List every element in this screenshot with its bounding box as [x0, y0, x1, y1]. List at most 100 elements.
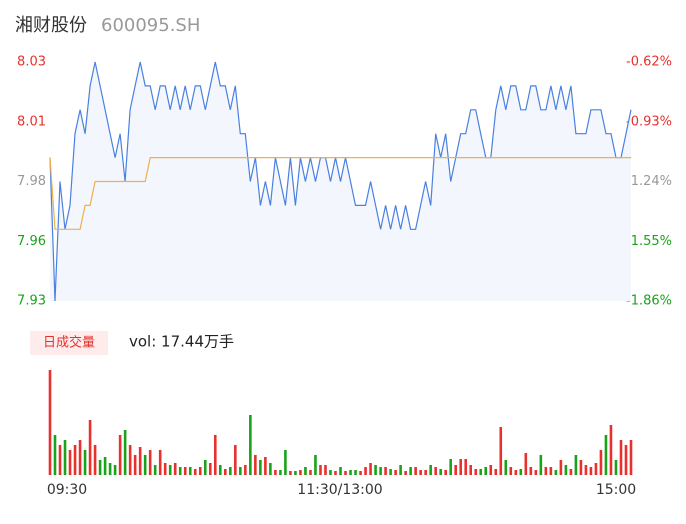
volume-bar [239, 467, 242, 475]
volume-bar [384, 467, 387, 475]
volume-bar [619, 440, 623, 475]
volume-bar [549, 467, 553, 475]
volume-bar [419, 470, 422, 475]
volume-bar [474, 469, 478, 475]
volume-bar [138, 447, 142, 475]
volume-bar [53, 435, 57, 475]
volume-bar [48, 370, 52, 475]
volume-bar [128, 445, 132, 475]
volume-bar [434, 467, 437, 475]
volume-bar [504, 460, 508, 475]
volume-bar [299, 470, 302, 475]
volume-bar [58, 445, 62, 475]
volume-bar [98, 460, 102, 475]
volume-bar [304, 467, 307, 475]
volume-bar [484, 467, 488, 475]
volume-bar [244, 465, 247, 475]
volume-bar [198, 467, 202, 475]
volume-bar [123, 430, 127, 475]
volume-bar [103, 457, 107, 475]
volume-bar [564, 465, 568, 475]
y2-tick-label: -0.62% [626, 55, 672, 70]
volume-bar [509, 467, 513, 475]
volume-bar [254, 455, 257, 475]
volume-bar [584, 465, 588, 475]
volume-bar [68, 450, 72, 475]
volume-bar [168, 465, 172, 475]
volume-bar [459, 459, 463, 475]
volume-bar [93, 445, 97, 475]
volume-bar [163, 463, 167, 475]
volume-bar [73, 445, 77, 475]
volume-bar [589, 467, 593, 475]
volume-bar [218, 465, 222, 475]
volume-bar [469, 465, 473, 475]
volume-bar [614, 460, 618, 475]
volume-bar [439, 469, 442, 475]
volume-bar [404, 471, 407, 475]
volume-title: 日成交量 [43, 335, 95, 351]
volume-bar [319, 465, 322, 475]
volume-bar [329, 470, 332, 475]
volume-bar [153, 465, 157, 475]
volume-bar [349, 470, 352, 475]
volume-bar [269, 463, 272, 475]
volume-bar [143, 455, 147, 475]
volume-bar [118, 435, 122, 475]
volume-bar [334, 471, 337, 475]
volume-bar [339, 467, 342, 475]
volume-bar [224, 469, 227, 475]
volume-bar [544, 467, 548, 475]
y-tick-label: 8.01 [17, 114, 46, 129]
y-tick-label: 8.03 [17, 55, 46, 70]
y-tick-label: 7.96 [17, 234, 46, 249]
volume-bar [314, 455, 317, 475]
y2-tick-label: -1.86% [626, 294, 672, 309]
volume-bar [188, 467, 192, 475]
volume-bar [524, 453, 528, 475]
volume-subtitle: vol: 17.44万手 [129, 333, 234, 351]
volume-bar [389, 469, 392, 475]
volume-bar [203, 460, 207, 475]
volume-bar [63, 440, 67, 475]
y2-tick-label: -1.55% [626, 234, 672, 249]
volume-bar [449, 459, 452, 475]
x-tick-label: 15:00 [596, 482, 636, 498]
volume-bar [489, 465, 493, 475]
volume-badge [30, 331, 108, 355]
y2-tick-label: -0.93% [626, 114, 672, 129]
y-tick-label: 7.98 [17, 174, 46, 189]
average-line [49, 157, 631, 230]
volume-bar [579, 460, 583, 475]
volume-bar [629, 440, 633, 475]
volume-bar [213, 435, 217, 475]
volume-bar [324, 465, 327, 475]
volume-bar [234, 445, 237, 475]
volume-bar [409, 467, 412, 475]
volume-bar [274, 470, 277, 475]
volume-bar [294, 471, 297, 475]
volume-bar [454, 465, 457, 475]
volume-bar [374, 465, 377, 475]
volume-bar [554, 470, 558, 475]
volume-bar [534, 470, 538, 475]
volume-bar [309, 470, 312, 475]
volume-bar [539, 455, 543, 475]
volume-bar [158, 450, 162, 475]
volume-bar [429, 465, 432, 475]
stock-code: 600095.SH [101, 15, 200, 36]
volume-bar [529, 467, 533, 475]
volume-bar [259, 460, 262, 475]
volume-bar [559, 460, 563, 475]
volume-bar [444, 470, 447, 475]
volume-bar [344, 471, 347, 475]
volume-bar [594, 463, 598, 475]
volume-bar [354, 470, 357, 475]
volume-bar [394, 470, 397, 475]
volume-bar [279, 470, 282, 475]
volume-bar [424, 470, 427, 475]
volume-bar [624, 445, 628, 475]
volume-bar [78, 440, 82, 475]
volume-bar [133, 455, 137, 475]
